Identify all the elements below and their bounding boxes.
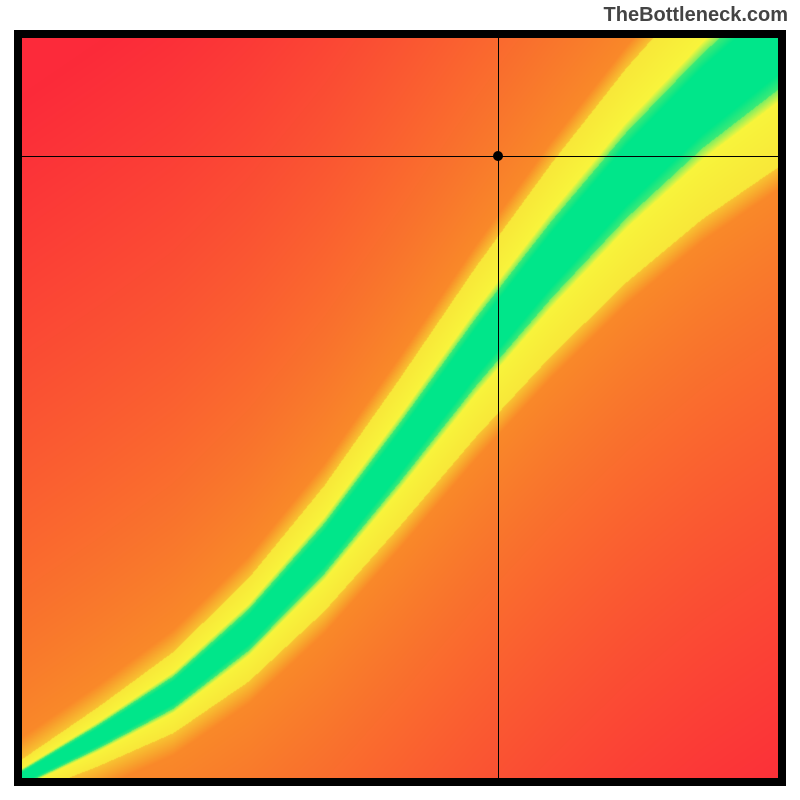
plot-area xyxy=(14,30,786,786)
crosshair-vertical xyxy=(498,38,499,778)
chart-container: TheBottleneck.com xyxy=(0,0,800,800)
selection-marker xyxy=(493,151,503,161)
watermark-text: TheBottleneck.com xyxy=(604,4,788,27)
heatmap-canvas xyxy=(22,38,778,778)
crosshair-horizontal xyxy=(22,156,778,157)
